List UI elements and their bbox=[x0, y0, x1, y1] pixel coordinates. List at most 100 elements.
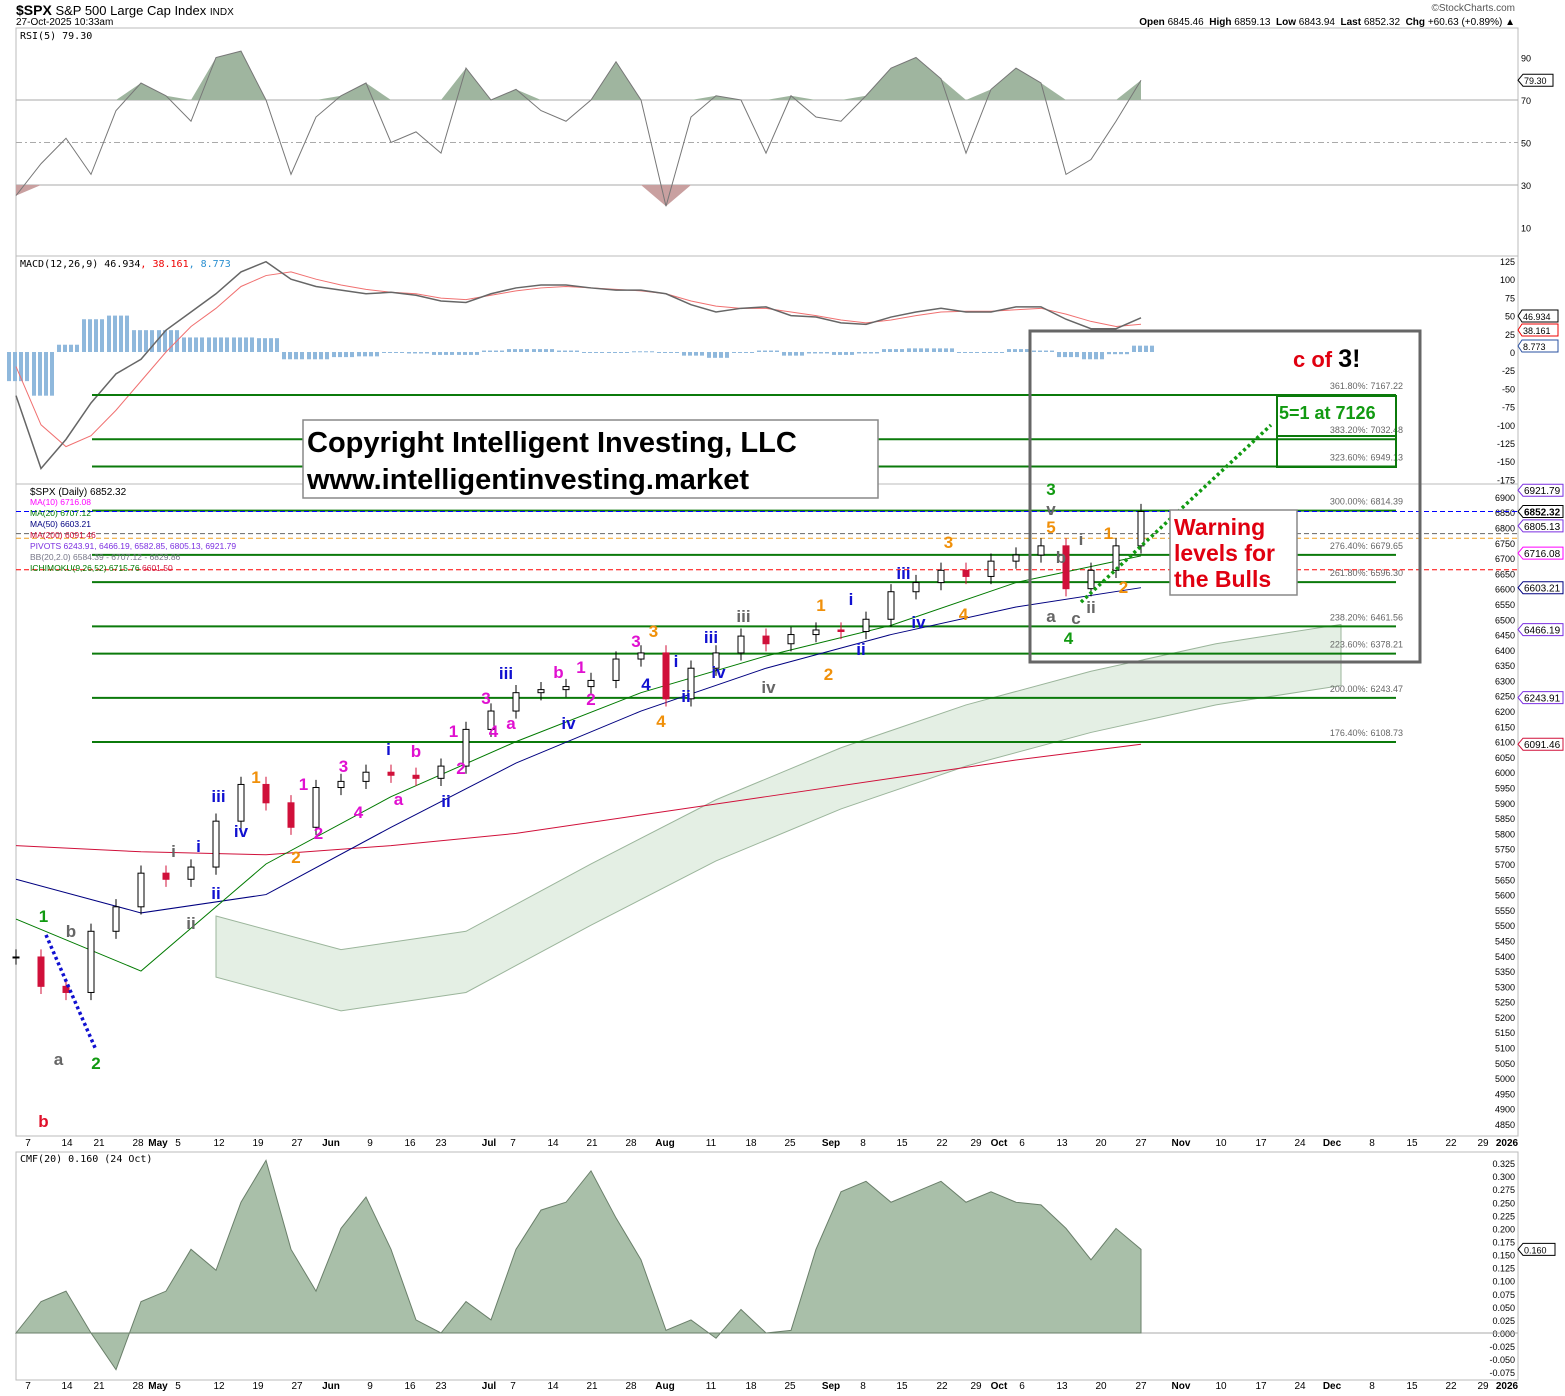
candle-body bbox=[1112, 545, 1120, 571]
cmf-tick-label: 0.325 bbox=[1492, 1159, 1515, 1169]
macd-histogram-bar bbox=[13, 352, 17, 382]
macd-histogram-bar bbox=[569, 350, 573, 352]
candle-body bbox=[62, 985, 70, 993]
legend-ma50: MA(50) 6603.21 bbox=[30, 519, 91, 529]
last-value: 6852.32 bbox=[1363, 17, 1401, 28]
macd-histogram-bar bbox=[750, 352, 754, 353]
macd-histogram-bar bbox=[57, 344, 61, 352]
price-tick-label: 5950 bbox=[1495, 784, 1515, 794]
elliott-wave-label: iii bbox=[896, 564, 910, 583]
price-tick-label: 5700 bbox=[1495, 860, 1515, 870]
price-tick-label: 5800 bbox=[1495, 829, 1515, 839]
candle-body bbox=[237, 783, 245, 822]
fib-level-label: 200.00%: 6243.47 bbox=[1330, 684, 1403, 694]
elliott-wave-label: iv bbox=[711, 663, 726, 682]
macd-histogram-bar bbox=[869, 352, 873, 354]
macd-histogram-bar bbox=[1144, 345, 1148, 352]
rsi-tick-label: 90 bbox=[1521, 54, 1531, 64]
macd-histogram-bar bbox=[500, 350, 504, 352]
macd-histogram-bar bbox=[707, 352, 711, 358]
macd-tick-label: -50 bbox=[1502, 384, 1515, 394]
price-tick-label: 5900 bbox=[1495, 799, 1515, 809]
macd-histogram-bar bbox=[238, 337, 242, 352]
macd-histogram-bar bbox=[950, 348, 954, 352]
x-axis-label: 22 bbox=[936, 1138, 948, 1149]
x-axis-label: 27 bbox=[1135, 1381, 1147, 1392]
x-axis-label: 15 bbox=[1406, 1138, 1418, 1149]
macd-histogram-bar bbox=[457, 352, 461, 355]
macd-histogram-bar bbox=[1119, 352, 1123, 355]
candle-body bbox=[512, 692, 520, 712]
cmf-tick-label: 0.050 bbox=[1492, 1303, 1515, 1313]
macd-histogram-bar bbox=[594, 352, 598, 353]
macd-histogram-bar bbox=[519, 349, 523, 352]
elliott-wave-label: a bbox=[506, 714, 516, 733]
x-axis-label: 2026 bbox=[1496, 1138, 1519, 1149]
x-axis-label: 24 bbox=[1294, 1138, 1306, 1149]
price-tick-label: 4850 bbox=[1495, 1120, 1515, 1130]
candle-body bbox=[687, 667, 695, 700]
x-axis-label: Oct bbox=[991, 1381, 1008, 1392]
x-axis-label: 23 bbox=[435, 1138, 447, 1149]
warning-text-2: levels for bbox=[1174, 540, 1275, 566]
x-axis-label: 6 bbox=[1019, 1138, 1025, 1149]
candle-body bbox=[437, 765, 445, 779]
x-axis-label: 14 bbox=[61, 1381, 73, 1392]
ma20-line bbox=[15, 555, 1142, 972]
macd-histogram-bar bbox=[744, 352, 748, 353]
cmf-tick-label: 0.150 bbox=[1492, 1251, 1515, 1261]
macd-tick-label: 100 bbox=[1500, 275, 1515, 285]
x-axis-label: 22 bbox=[1445, 1381, 1457, 1392]
x-axis-label: 18 bbox=[745, 1138, 757, 1149]
candle-body bbox=[12, 956, 20, 959]
macd-histogram-bar bbox=[632, 351, 636, 353]
rsi-oversold-fill bbox=[16, 185, 1141, 207]
price-tick-label: 5050 bbox=[1495, 1059, 1515, 1069]
macd-histogram-bar bbox=[894, 349, 898, 352]
macd-histogram-bar bbox=[294, 352, 298, 360]
macd-histogram-bar bbox=[550, 349, 554, 352]
macd-tick-label: -150 bbox=[1497, 457, 1515, 467]
macd-histogram-bar bbox=[282, 352, 286, 360]
macd-histogram-bar bbox=[819, 352, 823, 354]
elliott-wave-label: b bbox=[553, 663, 563, 682]
macd-histogram-bar bbox=[138, 330, 142, 352]
macd-histogram-bar bbox=[107, 315, 111, 352]
cmf-tick-label: 0.125 bbox=[1492, 1264, 1515, 1274]
macd-histogram-bar bbox=[1019, 349, 1023, 352]
macd-value-tag-box bbox=[1517, 309, 1559, 323]
macd-histogram-bar bbox=[75, 344, 79, 352]
macd-histogram-bar bbox=[419, 352, 423, 354]
symbol: $SPX bbox=[16, 2, 52, 18]
price-legend-title: $SPX (Daily) 6852.32 bbox=[30, 487, 127, 498]
elliott-wave-label: 3 bbox=[944, 533, 953, 552]
x-axis-label: 28 bbox=[625, 1138, 637, 1149]
elliott-wave-label: a bbox=[54, 1050, 64, 1069]
cmf-tick-label: 0.200 bbox=[1492, 1224, 1515, 1234]
fib-level-label: 276.40%: 6679.65 bbox=[1330, 541, 1403, 551]
elliott-wave-label: iv bbox=[234, 822, 249, 841]
elliott-wave-label: ii bbox=[1086, 598, 1095, 617]
macd-tick-label: 125 bbox=[1500, 257, 1515, 267]
up-arrow-icon: ▲ bbox=[1505, 17, 1515, 28]
x-axis-label: Jun bbox=[322, 1138, 340, 1149]
macd-histogram-bar bbox=[900, 349, 904, 352]
legend-bb: BB(20,2.0) 6584.39 - 6707.12 - 6829.86 bbox=[30, 552, 181, 562]
candle-body bbox=[912, 582, 920, 593]
macd-histogram-bar bbox=[400, 352, 404, 353]
macd-histogram-bar bbox=[1082, 352, 1086, 360]
price-tick-label: 6150 bbox=[1495, 722, 1515, 732]
macd-histogram-bar bbox=[263, 338, 267, 352]
price-tick-label: 6650 bbox=[1495, 569, 1515, 579]
macd-histogram-bar bbox=[1150, 345, 1154, 352]
macd-histogram-bar bbox=[425, 352, 429, 354]
elliott-wave-label: i bbox=[1079, 530, 1084, 549]
copyright-box: Copyright Intelligent Investing, LLC www… bbox=[302, 419, 879, 499]
macd-histogram-bar bbox=[982, 352, 986, 353]
macd-histogram-bar bbox=[113, 315, 117, 352]
macd-histogram-bar bbox=[807, 352, 811, 354]
macd-histogram-bar bbox=[169, 330, 173, 352]
price-tick-label: 6300 bbox=[1495, 676, 1515, 686]
x-axis-label: 12 bbox=[213, 1138, 225, 1149]
macd-histogram-bar bbox=[350, 352, 354, 358]
